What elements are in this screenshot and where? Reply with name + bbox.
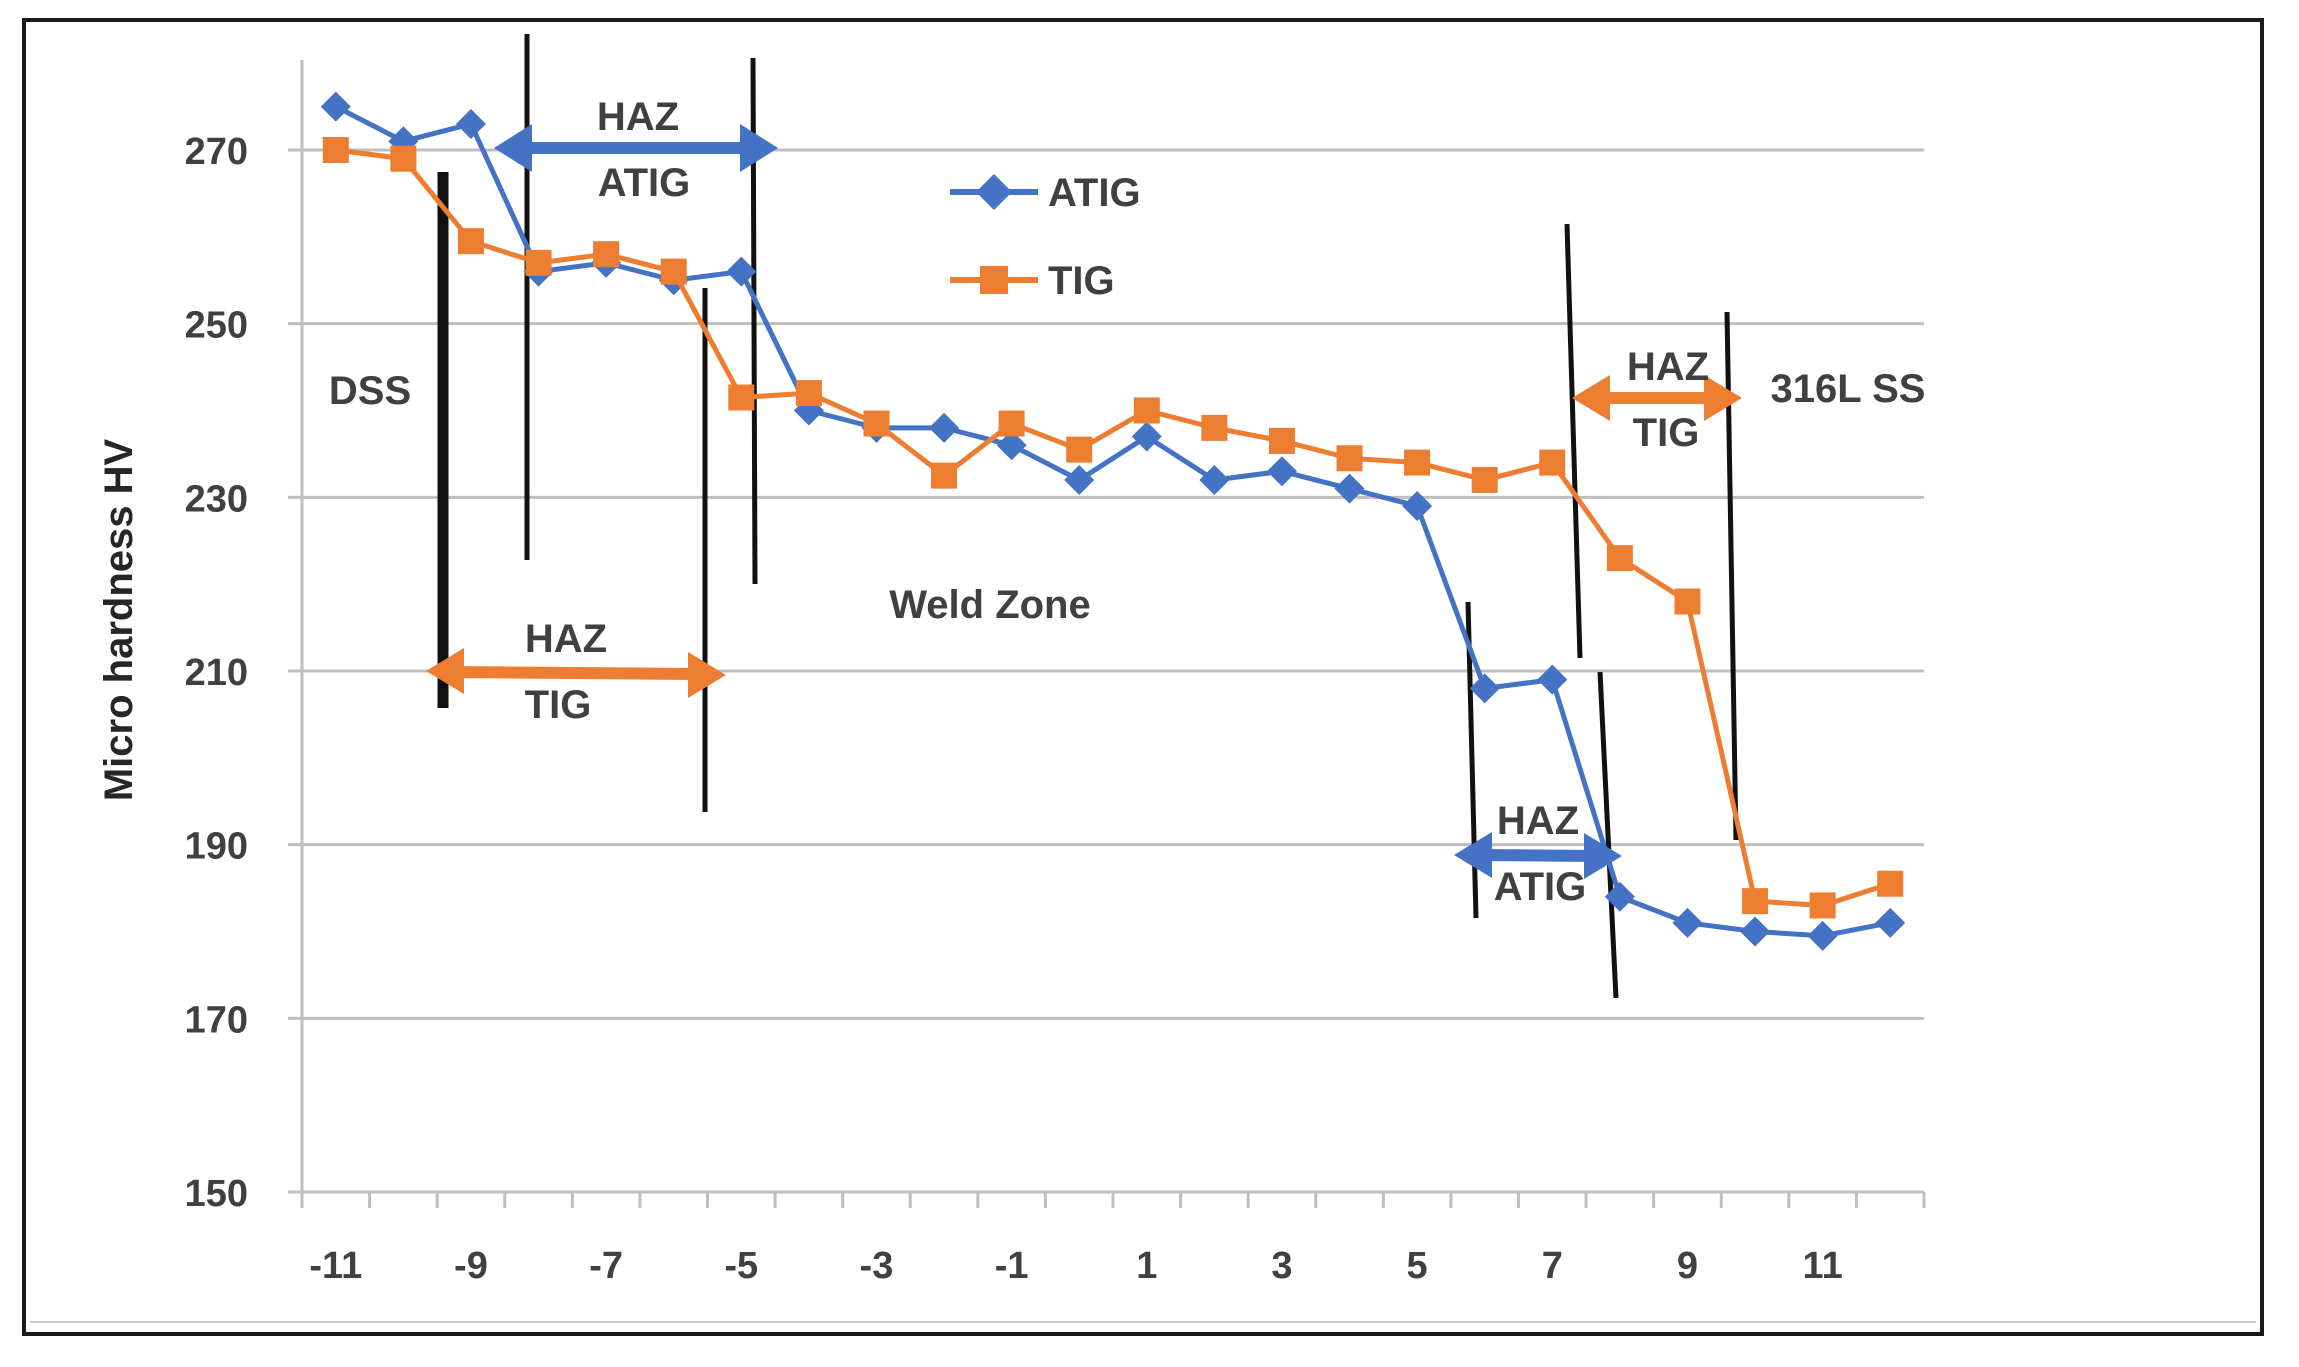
- weld-zone-label: Weld Zone: [889, 583, 1090, 627]
- data-point-tig: [593, 241, 620, 268]
- legend-diamond-marker: [976, 174, 1012, 210]
- data-point-atig: [996, 430, 1027, 461]
- y-tick-label: 150: [185, 1173, 248, 1215]
- data-point-atig: [1604, 881, 1635, 912]
- data-point-atig: [1537, 664, 1568, 695]
- data-point-tig: [390, 145, 417, 172]
- data-point-tig: [1606, 545, 1633, 572]
- figure-frame: [22, 18, 2264, 1336]
- haz-tig-right-label-2: TIG: [1633, 411, 1700, 455]
- data-point-tig: [931, 462, 958, 489]
- haz-tig-left-arrow: [426, 648, 726, 698]
- data-point-atig: [726, 256, 757, 287]
- data-point-tig: [1268, 427, 1295, 454]
- legend-label-tig: TIG: [1048, 259, 1115, 303]
- x-tick-labels: -11 -9 -7 -5 -3 -1 1 3 5 7 9 11: [309, 1245, 1842, 1287]
- data-point-atig: [929, 412, 960, 443]
- legend-item-tig: TIG: [950, 259, 1115, 303]
- data-point-tig: [1336, 445, 1363, 472]
- y-tick-label: 190: [185, 826, 248, 868]
- data-point-atig: [1064, 464, 1095, 495]
- y-tick-label: 210: [185, 652, 248, 694]
- data-point-tig: [795, 380, 822, 407]
- haz-tig-left-label-1: HAZ: [525, 617, 607, 661]
- series-line-atig: [334, 104, 1891, 939]
- data-point-tig: [1539, 449, 1566, 476]
- data-point-atig: [1875, 907, 1906, 938]
- data-point-tig: [1133, 397, 1160, 424]
- legend-label-atig: ATIG: [1048, 171, 1141, 215]
- data-point-atig: [1807, 920, 1838, 951]
- data-point-tig: [1201, 414, 1228, 441]
- data-point-atig: [1740, 916, 1771, 947]
- x-tick-label: 5: [1407, 1245, 1428, 1287]
- x-tick-label: 7: [1542, 1245, 1563, 1287]
- axes: [288, 60, 1926, 1208]
- x-tick-label: -3: [860, 1245, 894, 1287]
- haz-atig-left-arrow: [494, 124, 778, 172]
- data-point-atig: [320, 91, 351, 122]
- x-tick-label: -7: [589, 1245, 623, 1287]
- legend-item-atig: ATIG: [950, 171, 1141, 215]
- haz-tig-left-label-2: TIG: [525, 683, 592, 727]
- data-point-tig: [322, 137, 349, 163]
- series-atig: [320, 91, 1906, 951]
- data-point-tig: [1809, 892, 1836, 919]
- data-point-tig: [998, 410, 1025, 437]
- data-point-atig: [455, 108, 486, 139]
- haz-atig-right-label-1: HAZ: [1497, 799, 1579, 843]
- y-tick-label: 250: [185, 305, 248, 347]
- haz-atig-left-label-1: HAZ: [597, 95, 679, 139]
- ss316l-label: 316L SS: [1771, 367, 1926, 411]
- data-point-atig: [1402, 491, 1433, 522]
- legend-square-marker: [980, 266, 1008, 294]
- data-point-atig: [1672, 907, 1703, 938]
- data-point-atig: [1131, 421, 1162, 452]
- data-point-tig: [728, 384, 755, 411]
- data-point-tig: [1404, 449, 1431, 476]
- haz-atig-right-label-2: ATIG: [1494, 865, 1587, 909]
- y-tick-label: 230: [185, 478, 248, 520]
- dss-label: DSS: [329, 369, 411, 413]
- data-point-tig: [1471, 466, 1498, 493]
- y-tick-label: 270: [185, 131, 248, 173]
- x-tick-label: -11: [309, 1245, 362, 1287]
- data-point-tig: [457, 228, 484, 255]
- data-point-atig: [1199, 464, 1230, 495]
- y-tick-labels: 150 170 190 210 230 250 270: [185, 131, 248, 1215]
- data-point-tig: [1877, 870, 1904, 897]
- data-point-tig: [660, 258, 687, 285]
- x-tick-label: -5: [724, 1245, 758, 1287]
- data-point-tig: [525, 249, 552, 276]
- haz-tig-right-label-1: HAZ: [1627, 345, 1709, 389]
- grid-lines: [302, 148, 1924, 1020]
- haz-tig-right-arrow: [1572, 375, 1742, 421]
- separator-line: [1597, 671, 1619, 999]
- data-point-tig: [1066, 436, 1093, 463]
- data-point-tig: [1742, 888, 1769, 915]
- data-point-tig: [863, 410, 890, 437]
- haz-atig-left-label-2: ATIG: [598, 161, 691, 205]
- x-tick-label: 9: [1677, 1245, 1698, 1287]
- data-point-atig: [1334, 473, 1365, 504]
- y-tick-label: 170: [185, 999, 248, 1041]
- y-axis-label: Micro hardness HV: [97, 439, 141, 802]
- x-tick-label: 11: [1803, 1245, 1843, 1287]
- data-point-atig: [1469, 673, 1500, 704]
- separator-line: [1564, 223, 1583, 659]
- x-tick-label: -1: [995, 1245, 1029, 1287]
- haz-atig-right-arrow: [1454, 832, 1622, 879]
- x-tick-label: -9: [454, 1245, 488, 1287]
- data-point-atig: [1266, 456, 1297, 487]
- series-tig: [322, 137, 1904, 919]
- x-tick-label: 1: [1136, 1245, 1157, 1287]
- x-tick-label: 3: [1271, 1245, 1292, 1287]
- data-point-tig: [1674, 588, 1701, 615]
- haz-arrows: [426, 124, 1742, 879]
- legend: ATIG TIG: [950, 171, 1141, 303]
